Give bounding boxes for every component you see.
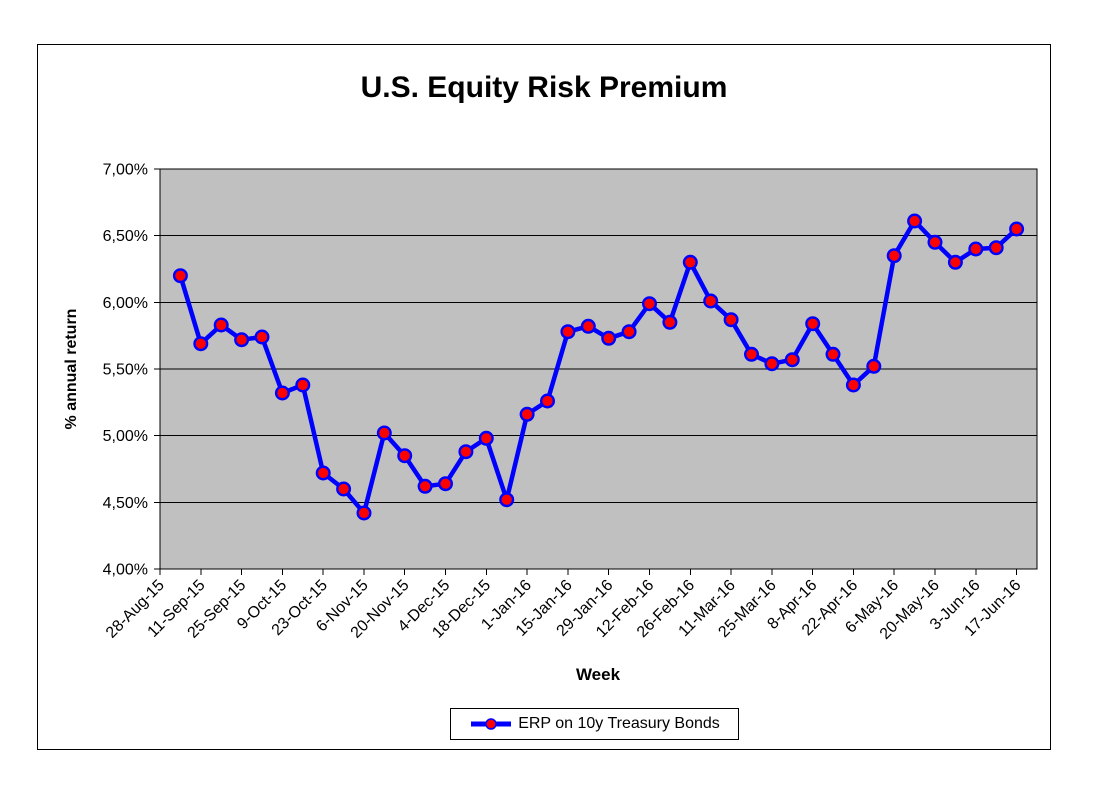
y-tick-label: 4,50% [103, 495, 148, 512]
data-point-marker [642, 296, 658, 312]
data-point-marker [295, 377, 311, 393]
data-point-marker [336, 481, 352, 497]
data-point-marker [764, 356, 780, 372]
y-tick-label: 5,00% [103, 428, 148, 445]
chart-title: U.S. Equity Risk Premium [360, 71, 728, 104]
data-point-marker [682, 254, 698, 270]
data-point-marker [662, 314, 678, 330]
data-point-marker [376, 425, 392, 441]
data-point-marker [172, 268, 188, 284]
data-point-marker [621, 324, 637, 340]
data-point-marker [886, 248, 902, 264]
data-point-marker [784, 352, 800, 368]
data-point-marker [417, 478, 433, 494]
data-point-marker [254, 329, 270, 345]
data-point-marker [845, 377, 861, 393]
data-point-marker [356, 505, 372, 521]
data-point-marker [907, 213, 923, 229]
legend: ERP on 10y Treasury Bonds [450, 708, 739, 740]
data-point-marker [744, 346, 760, 362]
x-axis-title: Week [575, 665, 621, 684]
data-point-marker [213, 317, 229, 333]
data-point-marker [866, 358, 882, 374]
data-point-marker [601, 330, 617, 346]
data-point-marker [947, 254, 963, 270]
data-point-marker [580, 318, 596, 334]
data-point-marker [723, 312, 739, 328]
data-point-marker [499, 492, 515, 508]
data-point-marker [458, 444, 474, 460]
data-point-marker [968, 241, 984, 257]
series-line [178, 218, 1019, 516]
data-point-marker [397, 448, 413, 464]
data-point-marker [478, 430, 494, 446]
data-point-marker [703, 293, 719, 309]
y-tick-label: 6,50% [103, 228, 148, 245]
data-point-marker [1009, 221, 1025, 237]
data-point-marker [234, 332, 250, 348]
chart-container: U.S. Equity Risk Premium 7,00% 6,50% 6,00%… [37, 44, 1051, 750]
data-point-marker [927, 234, 943, 250]
y-tick-label: 5,50% [103, 362, 148, 379]
legend-label: ERP on 10y Treasury Bonds [518, 715, 720, 732]
y-tick-label: 7,00% [103, 162, 148, 179]
data-point-marker [438, 476, 454, 492]
data-point-marker [519, 406, 535, 422]
data-point-marker [315, 465, 331, 481]
data-point-marker [560, 324, 576, 340]
y-tick-label: 4,00% [103, 562, 148, 579]
data-point-marker [193, 336, 209, 352]
data-point-marker [805, 316, 821, 332]
y-axis-title: % annual return [63, 308, 80, 430]
legend-series-marker-icon [471, 718, 512, 730]
data-point-marker [540, 393, 556, 409]
data-point-marker [825, 346, 841, 362]
data-point-marker [988, 240, 1004, 256]
data-point-marker [274, 385, 290, 401]
y-tick-label: 6,00% [103, 295, 148, 312]
plot-svg: 7,00%6,50%6,00%5,50%5,00%4,50%4,00%28-Au… [103, 162, 1038, 643]
